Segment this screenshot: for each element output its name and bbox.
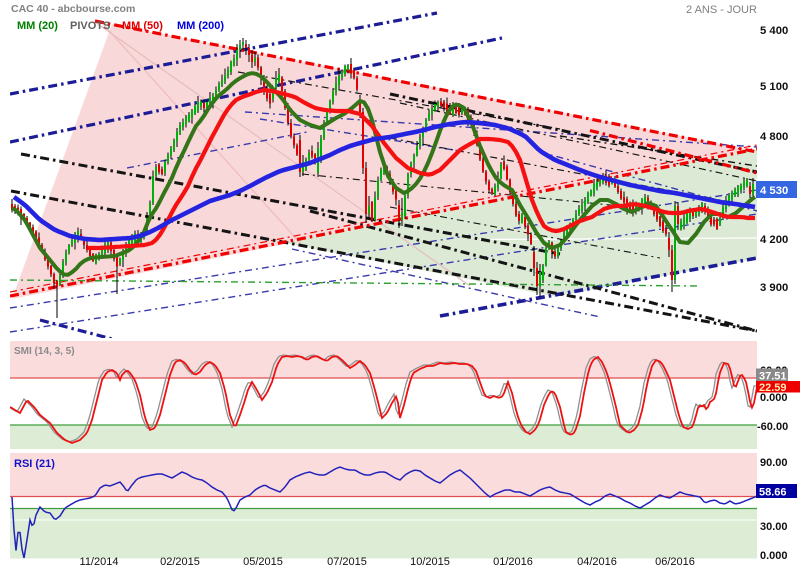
svg-text:4 800: 4 800 (760, 131, 788, 143)
svg-text:30.00: 30.00 (760, 521, 788, 533)
svg-text:90.00: 90.00 (760, 457, 788, 469)
svg-text:PIVOTS: PIVOTS (70, 20, 110, 32)
svg-text:3 900: 3 900 (760, 282, 788, 294)
svg-text:22.59: 22.59 (759, 382, 787, 394)
svg-text:05/2015: 05/2015 (243, 556, 283, 568)
svg-text:SMI (14, 3, 5): SMI (14, 3, 5) (14, 346, 75, 357)
svg-text:01/2016: 01/2016 (493, 556, 533, 568)
svg-text:RSI (21): RSI (21) (14, 458, 55, 470)
svg-text:0.000: 0.000 (760, 392, 788, 404)
svg-text:04/2016: 04/2016 (577, 556, 617, 568)
svg-text:0.000: 0.000 (760, 550, 788, 562)
svg-text:5 400: 5 400 (760, 25, 788, 37)
svg-text:4 530: 4 530 (760, 185, 788, 197)
svg-text:02/2015: 02/2015 (160, 556, 200, 568)
svg-text:2 ANS - JOUR: 2 ANS - JOUR (686, 4, 757, 16)
svg-text:10/2015: 10/2015 (410, 556, 450, 568)
svg-text:MM (200): MM (200) (177, 20, 224, 32)
svg-text:06/2016: 06/2016 (655, 556, 695, 568)
svg-text:37.51: 37.51 (759, 371, 787, 383)
svg-text:07/2015: 07/2015 (327, 556, 367, 568)
svg-text:MM (20): MM (20) (17, 20, 58, 32)
svg-text:CAC 40 - abcbourse.com: CAC 40 - abcbourse.com (11, 3, 135, 15)
svg-text:4 200: 4 200 (760, 234, 788, 246)
svg-text:5 100: 5 100 (760, 81, 788, 93)
svg-text:11/2014: 11/2014 (80, 556, 119, 568)
svg-text:MM (50): MM (50) (122, 20, 163, 32)
svg-text:-60.00: -60.00 (757, 421, 788, 433)
svg-text:58.66: 58.66 (759, 487, 787, 499)
